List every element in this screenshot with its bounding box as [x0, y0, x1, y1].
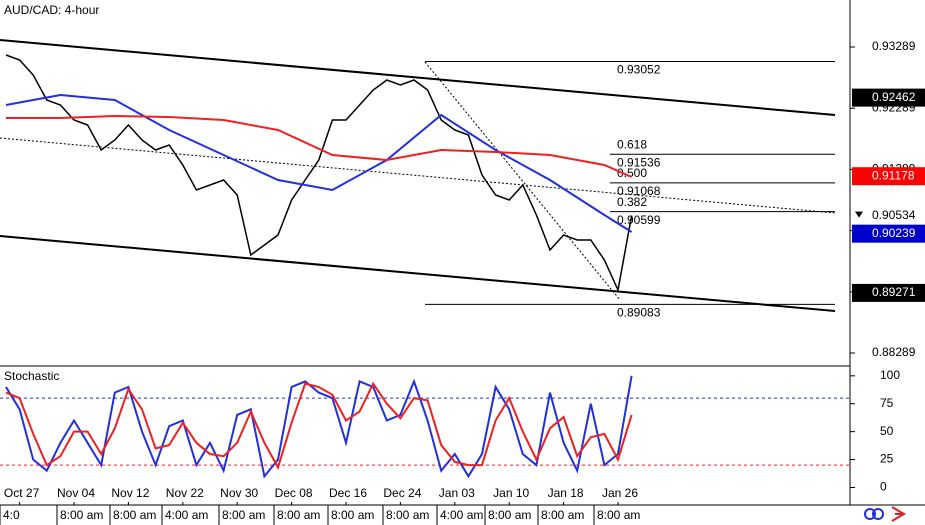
fib-price-label: 0.91536: [617, 155, 661, 169]
time-label: 4:00 am: [440, 508, 483, 522]
series-line: [6, 114, 633, 178]
fib-ratio-label: 0.500: [617, 166, 647, 180]
fib-price-label: 0.93052: [617, 63, 661, 77]
time-label: 8:00 am: [597, 508, 640, 522]
y-tick-label: 25: [880, 452, 894, 466]
x-tick-label: Dec 16: [329, 486, 367, 500]
x-tick-label: Dec 24: [383, 486, 421, 500]
indicator-title: Stochastic: [4, 369, 59, 383]
time-label: 8:00 am: [331, 508, 374, 522]
time-label: 8:00 am: [541, 508, 584, 522]
x-tick-label: Nov 30: [220, 486, 258, 500]
y-tick-label: 100: [880, 368, 900, 382]
price-marker: [852, 224, 925, 243]
x-tick-label: Dec 08: [275, 486, 313, 500]
y-tick-label: 0: [880, 480, 887, 494]
price-marker: [852, 88, 925, 107]
link-icon[interactable]: [872, 508, 884, 520]
time-label: 8:00 am: [60, 508, 103, 522]
marker-arrow: [855, 211, 863, 218]
fib-price-label: 0.89083: [617, 306, 661, 320]
series-line: [5, 375, 633, 479]
fib-price-label: 0.91068: [617, 184, 661, 198]
price-marker: [852, 206, 925, 225]
x-tick-label: Jan 03: [439, 486, 475, 500]
channel-line: [0, 39, 836, 116]
series-line: [5, 54, 633, 293]
x-tick-label: Jan 10: [493, 486, 529, 500]
price-marker-label: 0.91178: [872, 168, 915, 182]
time-label: 8:00 am: [277, 508, 320, 522]
price-marker-label: 0.90534: [872, 208, 916, 222]
x-tick-label: Nov 12: [111, 486, 149, 500]
fib-price-label: 0.90599: [617, 213, 661, 227]
fib-ratio-label: 0.382: [617, 195, 647, 209]
time-label: 8:00 am: [488, 508, 531, 522]
x-tick-label: Jan 18: [548, 486, 584, 500]
time-label: 8:00 am: [113, 508, 156, 522]
price-marker-label: 0.92462: [872, 90, 916, 104]
price-marker-label: 0.90239: [872, 226, 916, 240]
time-label: 8:00 am: [386, 508, 429, 522]
link-icon[interactable]: [864, 508, 876, 520]
price-marker: [852, 283, 925, 302]
y-tick-label: 0.93289: [872, 39, 916, 53]
channel-line: [0, 235, 836, 312]
y-tick-label: 0.88289: [872, 345, 916, 359]
fib-ratio-label: 0.618: [617, 137, 647, 151]
time-label: 4:0: [3, 508, 20, 522]
toolbar-icons[interactable]: [864, 506, 906, 522]
price-marker-label: 0.89271: [872, 285, 916, 299]
x-tick-label: Oct 27: [4, 486, 40, 500]
arrow-icon[interactable]: [891, 506, 906, 522]
x-tick-label: Nov 04: [57, 486, 95, 500]
series-line: [5, 93, 633, 233]
series-line: [5, 381, 633, 470]
fib-anchor-line: [424, 61, 621, 301]
y-tick-label: 75: [880, 396, 894, 410]
time-label: 8:00 am: [222, 508, 265, 522]
x-tick-label: Nov 22: [166, 486, 204, 500]
time-label: 4:00 am: [165, 508, 208, 522]
price-marker: [852, 167, 925, 186]
x-tick-label: Jan 26: [602, 486, 638, 500]
y-tick-label: 50: [880, 424, 894, 438]
chart-title: AUD/CAD: 4-hour: [4, 3, 99, 17]
